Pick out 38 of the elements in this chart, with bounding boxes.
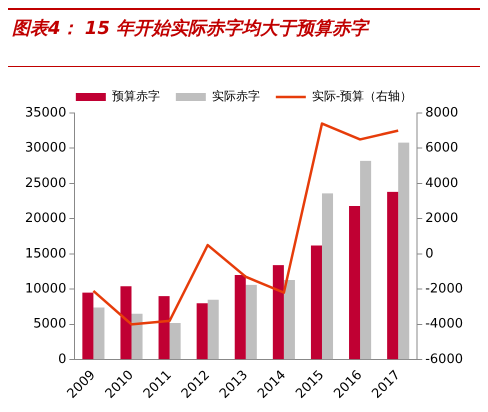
bar — [272, 265, 284, 360]
bar — [132, 314, 143, 360]
bar — [93, 307, 104, 360]
y2-tick-label: 6000 — [425, 140, 458, 156]
legend-label: 预算赤字 — [112, 89, 160, 104]
y-tick-label: 0 — [58, 352, 66, 367]
legend-label: 实际赤字 — [212, 89, 260, 104]
y2-tick-label: 4000 — [425, 176, 458, 191]
bar — [349, 206, 360, 360]
bar — [170, 322, 181, 360]
bar — [387, 192, 398, 360]
bar — [360, 160, 372, 360]
bar — [246, 284, 257, 360]
bar — [158, 296, 170, 360]
y2-tick-label: 0 — [425, 246, 434, 262]
bar — [208, 300, 219, 360]
bar — [82, 292, 94, 360]
bar — [398, 142, 410, 360]
bar — [120, 286, 132, 360]
y2-tick-label: -6000 — [425, 352, 464, 367]
y-tick-label: 35000 — [24, 105, 66, 120]
legend-label: 实际-预算（右轴） — [312, 89, 412, 104]
y-tick-label: 15000 — [24, 246, 66, 262]
y-tick-label: 10000 — [24, 282, 66, 296]
y-tick-label: 30000 — [24, 140, 66, 156]
bar — [234, 275, 246, 360]
bar — [196, 303, 208, 360]
y2-tick-label: 2000 — [425, 211, 458, 226]
bar — [284, 280, 295, 360]
y2-tick-label: 8000 — [425, 105, 458, 120]
y-tick-label: 25000 — [24, 176, 66, 191]
y-tick-label: 5000 — [33, 316, 66, 332]
y-tick-label: 20000 — [24, 211, 66, 226]
y2-tick-label: -2000 — [425, 282, 464, 296]
y2-tick-label: -4000 — [425, 316, 464, 332]
bar — [322, 193, 334, 360]
chart-title: 图表4： 15 年开始实际赤字均大于预算赤字 — [11, 17, 371, 41]
bar — [310, 245, 322, 360]
